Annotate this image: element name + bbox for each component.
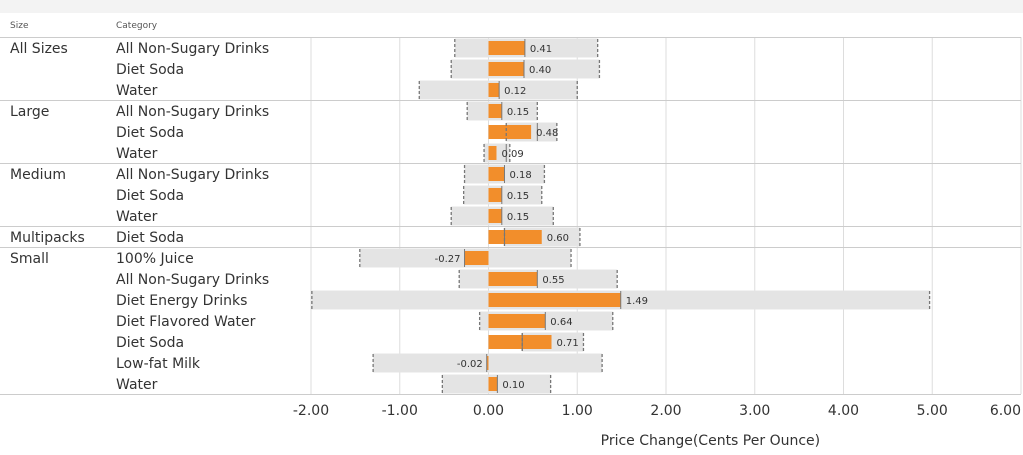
bar: [488, 146, 497, 160]
bar: [488, 335, 552, 349]
x-tick-label: 0.00: [473, 403, 504, 419]
value-label: 0.12: [504, 86, 526, 97]
bar-layer: [464, 41, 621, 391]
x-tick-label: 1.00: [562, 403, 593, 419]
value-label: 1.49: [626, 296, 648, 307]
category-label: All Non-Sugary Drinks: [116, 41, 269, 57]
category-label: Diet Soda: [116, 188, 184, 204]
value-label: 0.71: [557, 338, 579, 349]
bar: [488, 377, 498, 391]
category-label: Diet Soda: [116, 62, 184, 78]
row-label-layer: All Sizes All Non-Sugary Drinks 0.41 Diet S…: [10, 41, 648, 393]
range-band: [451, 59, 600, 79]
bar: [486, 356, 489, 370]
category-label: All Non-Sugary Drinks: [116, 272, 269, 288]
whisker-layer: [311, 39, 931, 393]
bar: [488, 230, 542, 244]
value-label: 0.10: [502, 380, 524, 391]
category-label: Diet Soda: [116, 230, 184, 246]
bar: [488, 62, 524, 76]
value-label: 0.41: [530, 44, 552, 55]
category-label: Water: [116, 146, 158, 162]
value-label: 0.09: [501, 149, 523, 160]
category-label: Water: [116, 377, 158, 393]
value-label: 0.60: [547, 233, 569, 244]
grid-layer: [0, 37, 1022, 395]
size-column-header: Size: [10, 21, 29, 31]
category-label: Water: [116, 83, 158, 99]
x-tick-label: -1.00: [382, 403, 418, 419]
bar: [488, 104, 502, 118]
bar: [464, 251, 489, 265]
size-group-label: All Sizes: [10, 41, 68, 57]
x-axis: -2.00 -1.00 0.00 1.00 2.00 3.00 4.00 5.00 6.00 Pr…: [293, 403, 1021, 449]
bar: [488, 188, 502, 202]
range-band: [459, 269, 618, 289]
size-group-label: Small: [10, 251, 49, 267]
x-tick-label: 4.00: [828, 403, 859, 419]
x-axis-title: Price Change(Cents Per Ounce): [601, 433, 820, 449]
value-label: 0.15: [507, 191, 529, 202]
value-label: -0.27: [435, 254, 461, 265]
range-band-layer: [311, 38, 930, 394]
x-tick-label: 6.00: [990, 403, 1021, 419]
range-band: [454, 38, 598, 58]
bar: [488, 293, 621, 307]
bar: [488, 209, 502, 223]
value-label: 0.55: [542, 275, 564, 286]
x-tick-label: 5.00: [917, 403, 948, 419]
x-tick-label: 2.00: [650, 403, 681, 419]
size-group-label: Medium: [10, 167, 66, 183]
value-label: -0.02: [457, 359, 483, 370]
category-label: Low-fat Milk: [116, 356, 201, 372]
category-label: Diet Soda: [116, 335, 184, 351]
category-label: All Non-Sugary Drinks: [116, 104, 269, 120]
category-label: 100% Juice: [116, 251, 194, 267]
x-tick-label: -2.00: [293, 403, 329, 419]
bar: [488, 125, 532, 139]
bar: [488, 83, 500, 97]
category-column-header: Category: [116, 21, 158, 31]
value-label: 0.48: [536, 128, 558, 139]
top-bar: [0, 0, 1023, 13]
category-label: All Non-Sugary Drinks: [116, 167, 269, 183]
category-label: Water: [116, 209, 158, 225]
bar: [488, 167, 505, 181]
bar: [488, 314, 546, 328]
value-label: 0.15: [507, 212, 529, 223]
size-group-label: Large: [10, 104, 49, 120]
size-group-label: Multipacks: [10, 230, 85, 246]
category-label: Diet Flavored Water: [116, 314, 256, 330]
value-label: 0.15: [507, 107, 529, 118]
category-label: Diet Energy Drinks: [116, 293, 247, 309]
value-label: 0.18: [509, 170, 531, 181]
x-tick-label: 3.00: [739, 403, 770, 419]
category-label: Diet Soda: [116, 125, 184, 141]
bar: [488, 41, 525, 55]
value-label: 0.40: [529, 65, 551, 76]
value-label: 0.64: [550, 317, 572, 328]
range-band: [463, 185, 542, 205]
bar: [488, 272, 538, 286]
